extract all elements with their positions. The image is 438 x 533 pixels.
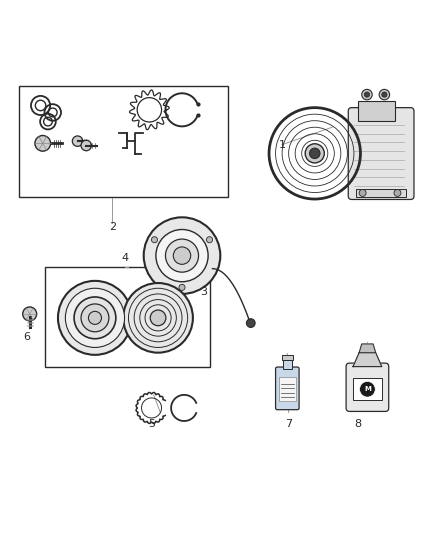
FancyBboxPatch shape xyxy=(346,363,389,411)
Circle shape xyxy=(247,319,255,327)
Circle shape xyxy=(364,92,370,97)
Circle shape xyxy=(72,136,83,147)
Circle shape xyxy=(166,239,198,272)
Text: 7: 7 xyxy=(285,419,292,429)
Circle shape xyxy=(379,90,390,100)
Polygon shape xyxy=(359,344,376,353)
Circle shape xyxy=(173,247,191,264)
Bar xyxy=(282,355,293,360)
Circle shape xyxy=(81,140,92,151)
Bar xyxy=(283,360,292,369)
Circle shape xyxy=(144,217,220,294)
Circle shape xyxy=(394,189,401,197)
Circle shape xyxy=(150,310,166,326)
Text: 6: 6 xyxy=(23,332,30,342)
Bar xyxy=(358,101,395,120)
Circle shape xyxy=(123,283,193,353)
Bar xyxy=(353,378,382,400)
Bar xyxy=(19,86,228,197)
Circle shape xyxy=(23,307,37,321)
Circle shape xyxy=(81,304,109,332)
Circle shape xyxy=(179,284,185,290)
Circle shape xyxy=(206,237,212,243)
Circle shape xyxy=(382,92,387,97)
Circle shape xyxy=(58,281,132,355)
Circle shape xyxy=(310,148,320,158)
Circle shape xyxy=(359,189,366,197)
Circle shape xyxy=(74,297,116,339)
Polygon shape xyxy=(353,353,382,367)
Circle shape xyxy=(152,237,158,243)
Text: 2: 2 xyxy=(109,222,116,232)
Text: 1: 1 xyxy=(279,140,286,150)
Circle shape xyxy=(305,144,324,163)
Circle shape xyxy=(360,382,375,397)
Circle shape xyxy=(156,230,208,282)
Text: 8: 8 xyxy=(355,419,362,429)
FancyBboxPatch shape xyxy=(276,367,299,410)
Bar xyxy=(45,266,210,367)
Text: M: M xyxy=(364,386,371,392)
FancyBboxPatch shape xyxy=(348,108,414,199)
Circle shape xyxy=(362,90,372,100)
Bar xyxy=(356,189,406,197)
Circle shape xyxy=(88,311,102,325)
Text: 4: 4 xyxy=(122,253,129,263)
Circle shape xyxy=(65,288,124,348)
Circle shape xyxy=(35,135,50,151)
Text: 3: 3 xyxy=(200,287,207,297)
Bar xyxy=(279,377,296,401)
Text: 5: 5 xyxy=(148,419,155,429)
